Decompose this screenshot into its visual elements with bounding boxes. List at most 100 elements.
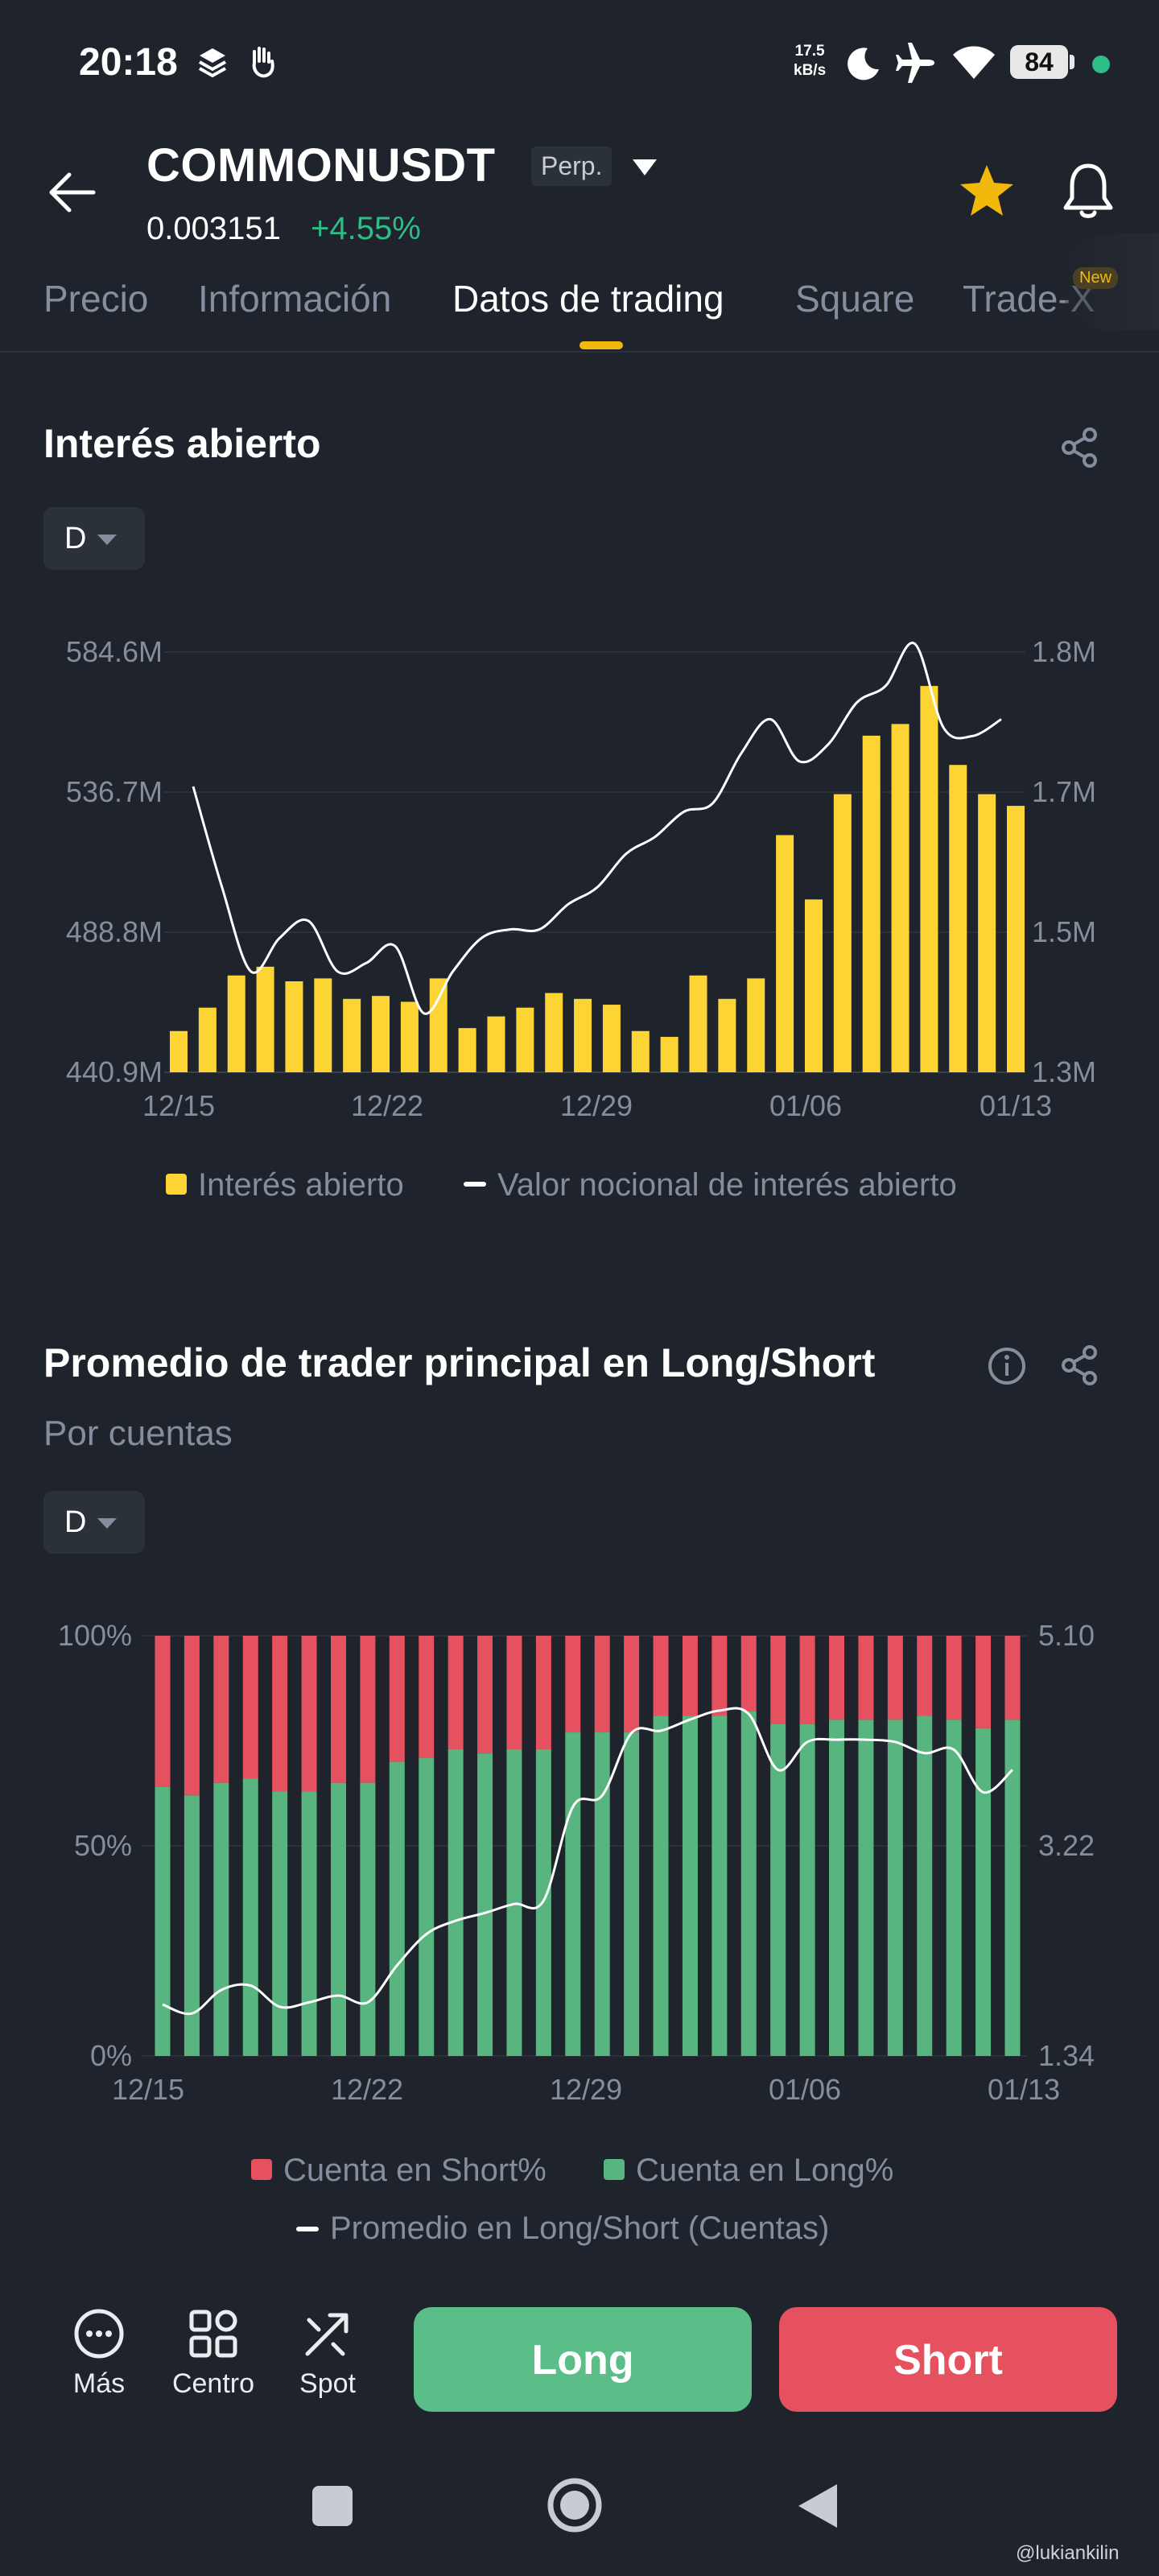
legend-swatch-open-interest <box>166 1174 187 1195</box>
period-selector[interactable]: D <box>43 1491 145 1554</box>
pair-dropdown-icon[interactable] <box>631 158 658 177</box>
long-pct-bar <box>477 1753 493 2056</box>
x-tick: 01/13 <box>988 2073 1060 2106</box>
back-arrow-icon[interactable] <box>47 171 97 214</box>
favorite-star-icon[interactable] <box>958 163 1016 219</box>
short-pct-bar <box>419 1636 435 1758</box>
long-pct-bar <box>946 1719 962 2056</box>
new-badge: New <box>1073 267 1119 289</box>
share-icon[interactable] <box>1059 1344 1101 1386</box>
tab-informacion[interactable]: Información <box>198 278 392 320</box>
y-right-tick: 1.3M <box>1032 1055 1096 1088</box>
spot-label: Spot <box>299 2368 356 2399</box>
long-pct-bar <box>506 1748 522 2056</box>
open-interest-bar <box>776 835 794 1072</box>
tab-precio[interactable]: Precio <box>43 278 149 320</box>
share-icon[interactable] <box>1059 427 1101 469</box>
short-button[interactable]: Short <box>779 2307 1117 2412</box>
pair-symbol[interactable]: COMMONUSDT <box>146 139 496 192</box>
open-interest-bar <box>545 993 563 1072</box>
long-pct-bar <box>272 1791 288 2056</box>
tab-datos-de-trading[interactable]: Datos de trading <box>452 278 724 320</box>
long-pct-bar <box>653 1715 669 2056</box>
open-interest-bar <box>429 978 448 1072</box>
more-button[interactable]: Más <box>47 2307 151 2400</box>
open-interest-bar <box>343 998 361 1072</box>
tab-square[interactable]: Square <box>795 278 915 320</box>
long-pct-bar <box>770 1724 786 2056</box>
center-button[interactable]: Centro <box>161 2307 266 2400</box>
short-pct-bar <box>155 1636 171 1787</box>
y-left-tick: 440.9M <box>66 1055 163 1088</box>
open-interest-bar <box>920 686 938 1072</box>
x-tick: 12/22 <box>351 1089 423 1122</box>
open-interest-bar <box>170 1030 188 1072</box>
y-right-tick: 5.10 <box>1038 1619 1095 1652</box>
y-right-tick: 1.34 <box>1038 2039 1095 2072</box>
long-short-ratio-line <box>162 1707 1014 2016</box>
open-interest-bar <box>718 998 736 1072</box>
x-tick: 01/06 <box>769 1089 842 1122</box>
period-selector[interactable]: D <box>43 507 145 570</box>
open-interest-chart: 584.6M 1.8M 536.7M 1.7M 488.8M 1.5M 440.9M 1.3M… <box>66 635 1096 1203</box>
short-pct-bar <box>594 1636 610 1733</box>
long-pct-bar <box>448 1748 464 2056</box>
short-pct-bar <box>506 1636 522 1749</box>
y-left-tick: 584.6M <box>66 635 163 668</box>
legend-swatch-long <box>604 2159 625 2180</box>
recents-square-icon[interactable] <box>311 2484 354 2528</box>
long-button[interactable]: Long <box>414 2307 752 2412</box>
spot-button[interactable]: Spot <box>275 2307 380 2400</box>
info-icon[interactable] <box>987 1346 1027 1386</box>
more-icon <box>74 2309 124 2359</box>
net-speed: 17.5 kB/s <box>794 42 826 80</box>
open-interest-bar <box>400 1001 419 1072</box>
x-tick: 12/29 <box>560 1089 633 1122</box>
open-interest-bar <box>949 765 967 1072</box>
battery-level: 84 <box>1010 45 1068 79</box>
y-right-tick: 1.8M <box>1032 635 1096 668</box>
contract-type-badge[interactable]: Perp. <box>531 147 612 186</box>
short-pct-bar <box>389 1636 405 1762</box>
open-interest-bar <box>804 899 823 1072</box>
open-interest-bar <box>833 794 852 1072</box>
short-pct-bar <box>330 1636 346 1783</box>
short-pct-bar <box>213 1636 229 1783</box>
open-interest-bar <box>689 975 707 1072</box>
short-pct-bar <box>1004 1636 1021 1720</box>
y-left-tick: 100% <box>58 1619 132 1652</box>
long-pct-bar <box>242 1778 258 2056</box>
home-circle-icon[interactable] <box>546 2476 604 2534</box>
short-pct-bar <box>682 1636 698 1716</box>
back-triangle-icon[interactable] <box>795 2481 840 2531</box>
open-interest-bar <box>891 724 909 1072</box>
open-interest-bar <box>1007 806 1025 1072</box>
bell-icon[interactable] <box>1061 161 1116 222</box>
swap-arrows-icon <box>305 2313 349 2356</box>
status-dot <box>1092 56 1110 73</box>
short-pct-bar <box>829 1636 845 1720</box>
long-pct-bar <box>360 1782 376 2056</box>
short-pct-bar <box>624 1636 640 1733</box>
long-pct-bar <box>565 1732 581 2056</box>
net-speed-value: 17.5 <box>794 43 825 60</box>
tab-divider <box>0 351 1159 353</box>
short-pct-bar <box>448 1636 464 1749</box>
x-tick: 12/29 <box>550 2073 622 2106</box>
watermark: @lukiankilin <box>1016 2542 1120 2564</box>
long-pct-bar <box>330 1782 346 2056</box>
legend-swatch-notional <box>464 1182 486 1187</box>
period-value: D <box>64 522 87 555</box>
open-interest-bar <box>458 1028 476 1072</box>
short-pct-bar <box>946 1636 962 1720</box>
long-pct-bar <box>975 1728 992 2056</box>
short-pct-bar <box>799 1636 815 1724</box>
short-pct-bar <box>740 1636 757 1711</box>
long-short-title: Promedio de trader principal en Long/Sho… <box>43 1340 876 1385</box>
x-tick: 12/22 <box>331 2073 403 2106</box>
legend-open-interest: Interés abierto <box>198 1167 404 1203</box>
airplane-icon <box>896 43 934 83</box>
short-pct-bar <box>711 1636 728 1716</box>
long-pct-bar <box>184 1795 200 2056</box>
moon-icon <box>848 47 879 80</box>
